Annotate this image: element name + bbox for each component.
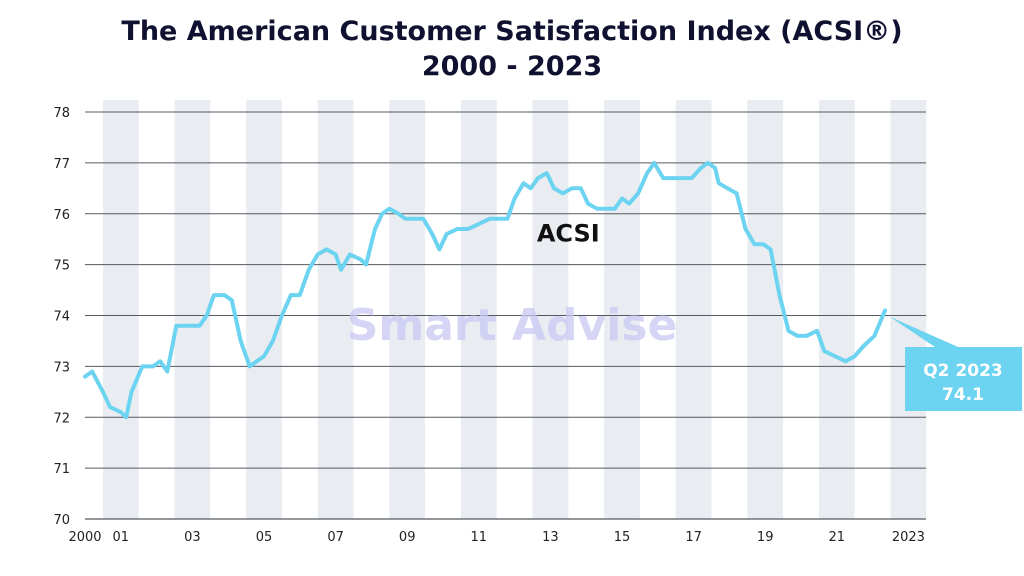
x-tick-label: 2000 — [68, 530, 101, 545]
x-tick-label: 05 — [256, 530, 273, 545]
year-band-2009 — [389, 100, 426, 519]
year-band-2017 — [675, 100, 712, 519]
x-tick-label: 11 — [471, 530, 488, 545]
y-tick-label: 77 — [53, 157, 70, 172]
year-band-2019 — [747, 100, 784, 519]
y-tick-label: 73 — [53, 360, 70, 375]
year-band-2007 — [317, 100, 354, 519]
callout-value: 74.1 — [942, 385, 984, 405]
x-tick-label: 07 — [327, 530, 344, 545]
x-tick-label: 09 — [399, 530, 416, 545]
y-tick-label: 78 — [53, 106, 70, 121]
x-tick-label: 15 — [614, 530, 631, 545]
callout-label: Q2 2023 — [923, 361, 1003, 381]
x-tick-label: 13 — [542, 530, 559, 545]
y-tick-label: 71 — [53, 462, 70, 477]
year-band-2005 — [246, 100, 282, 519]
year-band-2015 — [604, 100, 640, 519]
x-tick-label: 21 — [829, 530, 846, 545]
chart-title: The American Customer Satisfaction Index… — [121, 16, 903, 47]
watermark-text: Smart Advise — [347, 300, 678, 351]
y-tick-label: 70 — [53, 513, 70, 528]
year-band-2021 — [818, 100, 855, 519]
y-tick-label: 72 — [53, 411, 70, 426]
x-tick-label: 2023 — [892, 530, 925, 545]
x-tick-label: 17 — [685, 530, 702, 545]
year-band-2011 — [460, 100, 497, 519]
chart-title-block: The American Customer Satisfaction Index… — [0, 14, 1024, 84]
callout-box — [905, 347, 1022, 411]
x-tick-label: 01 — [113, 530, 130, 545]
x-tick-label: 19 — [757, 530, 774, 545]
y-tick-label: 75 — [53, 259, 70, 274]
series-line-acsi — [83, 160, 888, 420]
year-band-2013 — [532, 100, 569, 519]
chart-subtitle: 2000 - 2023 — [421, 51, 603, 82]
year-band-2001 — [102, 100, 139, 519]
y-tick-label: 74 — [53, 310, 70, 325]
callout-pointer — [889, 316, 958, 347]
year-band-2003 — [174, 100, 211, 519]
x-tick-label: 03 — [184, 530, 201, 545]
series-label-acsi: ACSI — [537, 220, 600, 248]
y-tick-label: 76 — [53, 208, 70, 223]
year-band-2023 — [890, 100, 927, 519]
